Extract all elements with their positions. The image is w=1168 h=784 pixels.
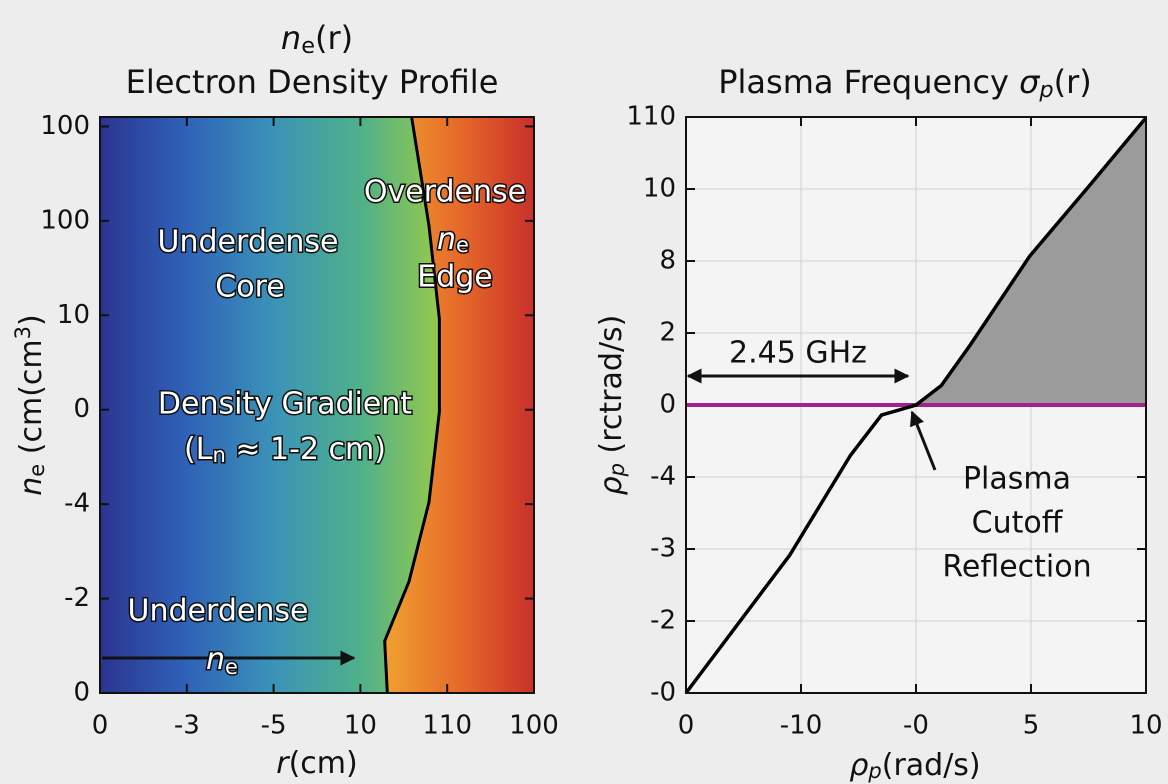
annotation: Overdense bbox=[364, 175, 526, 210]
right-panel: 0 -10 -0 5 10 -0 -2 -3 -4 0 2 8 10 110 bbox=[626, 102, 1162, 741]
annotation: Density Gradient bbox=[158, 387, 412, 422]
annotation: Plasma bbox=[963, 462, 1071, 497]
x-tick-label: 100 bbox=[509, 711, 559, 741]
annotation: Cutoff bbox=[972, 506, 1064, 541]
labels: ne(r) Electron Density Profile r(cm) ne … bbox=[11, 19, 1092, 783]
y-tick-label: 0 bbox=[659, 390, 676, 420]
y-tick-label: 8 bbox=[659, 246, 676, 276]
x-tick-label: 10 bbox=[344, 711, 377, 741]
x-tick-label: -10 bbox=[780, 711, 822, 741]
boundary-line bbox=[383, 116, 441, 694]
y-tick-label: 10 bbox=[643, 174, 676, 204]
annotation: Reflection bbox=[942, 550, 1091, 585]
y-tick-label: 0 bbox=[73, 394, 90, 424]
y-tick-label: 100 bbox=[40, 205, 90, 235]
y-tick-label: 110 bbox=[626, 102, 676, 132]
x-axis-label: r(cm) bbox=[276, 746, 357, 781]
right-title: Plasma Frequency σp(r) bbox=[718, 63, 1092, 103]
x-tick-label: 110 bbox=[422, 711, 472, 741]
x-tick-label: 5 bbox=[1023, 711, 1040, 741]
x-axis-label: ρp(rad/s) bbox=[849, 748, 980, 784]
y-tick-label: 10 bbox=[57, 300, 90, 330]
annotation: (Ln ≈ 1-2 cm) bbox=[184, 432, 386, 468]
left-title: ne(r) bbox=[281, 19, 353, 59]
y-tick-label: -2 bbox=[64, 583, 90, 613]
y-tick-label: -4 bbox=[64, 489, 90, 519]
annotation: 2.45 GHz bbox=[729, 336, 867, 371]
y-tick-label: -0 bbox=[650, 678, 676, 708]
y-tick-label: 2 bbox=[659, 318, 676, 348]
y-tick-label: -2 bbox=[650, 606, 676, 636]
x-tick-label: -5 bbox=[261, 711, 287, 741]
annotation: Underdense bbox=[128, 594, 309, 629]
plot-frame bbox=[685, 116, 1147, 694]
x-tick-label: 10 bbox=[1129, 711, 1162, 741]
annotation: Core bbox=[215, 270, 284, 305]
annotation: ne bbox=[206, 642, 238, 680]
y-axis-label: ρp (rctrad/s) bbox=[594, 315, 630, 496]
y-tick-label: 0 bbox=[73, 678, 90, 708]
plot-frame bbox=[99, 116, 535, 694]
series-line bbox=[684, 116, 1148, 695]
y-tick-label: -3 bbox=[650, 534, 676, 564]
x-tick-label: 0 bbox=[678, 711, 695, 741]
left-subtitle: Electron Density Profile bbox=[126, 63, 499, 101]
y-tick-label: -4 bbox=[650, 462, 676, 492]
y-tick-label: 100 bbox=[40, 111, 90, 141]
y-axis-label: ne (cm(cm3) bbox=[11, 314, 49, 495]
x-tick-label: -3 bbox=[174, 711, 200, 741]
annotation: Edge bbox=[417, 260, 493, 295]
arrow bbox=[910, 410, 937, 471]
heatmap-over bbox=[384, 117, 534, 693]
annotation: Underdense bbox=[158, 225, 339, 260]
cutoff-fill bbox=[916, 117, 1146, 405]
annotation: ne bbox=[437, 222, 469, 258]
x-tick-label: 0 bbox=[92, 711, 109, 741]
x-tick-label: -0 bbox=[903, 711, 929, 741]
left-panel: 0 -3 -5 10 110 100 0 -2 -4 0 10 100 100 bbox=[40, 111, 558, 741]
